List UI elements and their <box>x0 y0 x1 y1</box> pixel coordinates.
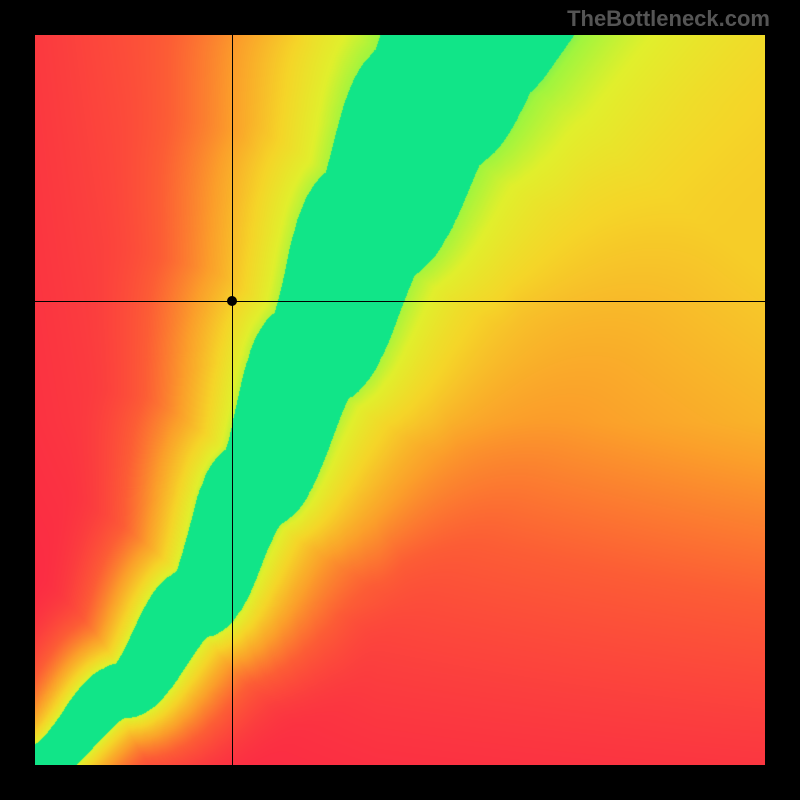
plot-area <box>35 35 765 765</box>
chart-frame: TheBottleneck.com <box>0 0 800 800</box>
watermark-text: TheBottleneck.com <box>567 6 770 32</box>
crosshair-horizontal <box>35 301 765 302</box>
crosshair-vertical <box>232 35 233 765</box>
heatmap-canvas <box>35 35 765 765</box>
